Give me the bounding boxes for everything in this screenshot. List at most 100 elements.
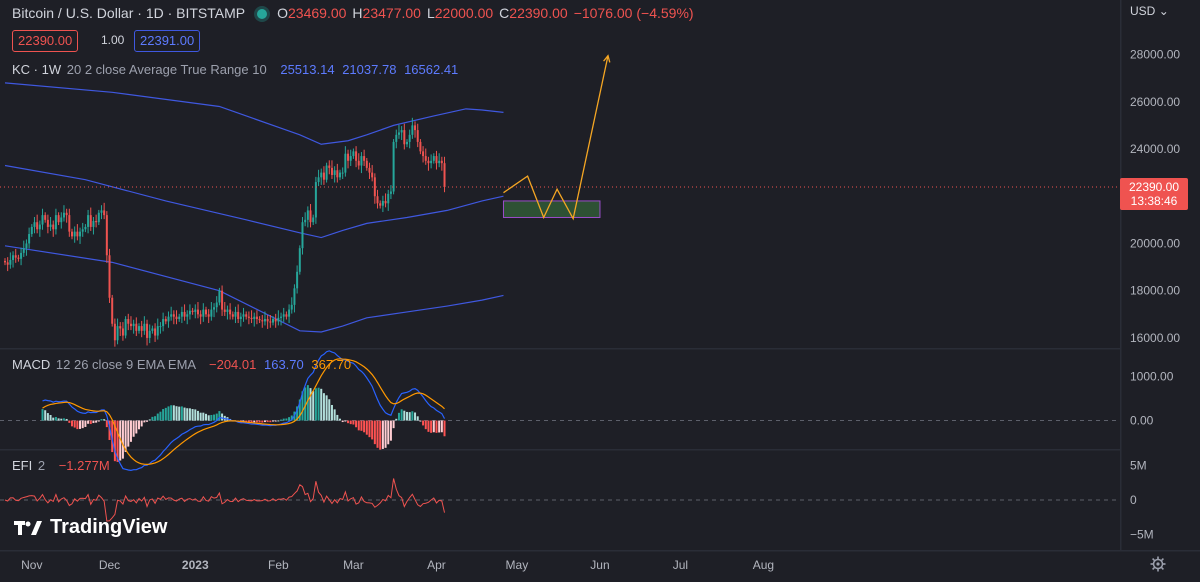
efi-legend[interactable]: EFI 2 −1.277M <box>12 458 110 473</box>
candle-body <box>97 212 100 223</box>
candle-body <box>143 323 146 331</box>
candle-body <box>22 248 25 253</box>
candle-body <box>438 160 441 164</box>
macd-histogram-bar <box>427 420 430 432</box>
candle-body <box>274 319 277 322</box>
candle-body <box>127 319 130 324</box>
efi-value: −1.277M <box>58 458 110 473</box>
kc-params: 20 2 close Average True Range 10 <box>66 62 267 77</box>
macd-hist-value: −204.01 <box>209 357 257 372</box>
price-tick-label: 20000.00 <box>1130 236 1180 250</box>
macd-histogram-bar <box>357 420 360 431</box>
macd-label: MACD <box>12 357 51 372</box>
macd-histogram-bar <box>183 407 186 421</box>
price-tick-label: 24000.00 <box>1130 142 1180 156</box>
macd-histogram-bar <box>167 406 170 421</box>
macd-histogram-bar <box>76 420 79 430</box>
candle-body <box>116 326 119 341</box>
macd-histogram-bar <box>443 420 446 437</box>
candle-body <box>298 248 301 272</box>
candle-body <box>419 141 422 152</box>
buy-button[interactable]: 22391.00 <box>134 30 201 52</box>
candle-body <box>194 309 197 312</box>
price-tick-label: 16000.00 <box>1130 331 1180 345</box>
macd-histogram-bar <box>371 420 374 440</box>
macd-histogram-bar <box>365 420 368 435</box>
macd-histogram-bar <box>419 420 422 422</box>
candle-body <box>379 203 382 206</box>
macd-histogram-bar <box>341 420 344 423</box>
candle-body <box>57 215 60 223</box>
macd-histogram-bar <box>430 420 433 433</box>
candle-body <box>258 319 261 321</box>
candle-body <box>272 319 274 323</box>
macd-histogram-bar <box>73 420 76 428</box>
candle-body <box>223 309 226 312</box>
candle-body <box>317 177 320 183</box>
candle-body <box>12 255 15 260</box>
currency-selector[interactable]: USD ⌄ <box>1130 4 1169 18</box>
time-tick-label: Jun <box>590 558 609 572</box>
time-tick-label: Dec <box>99 558 120 572</box>
projection-arrowhead-icon <box>603 54 611 63</box>
macd-histogram-bar <box>113 420 116 462</box>
candle-body <box>196 309 199 315</box>
projection-path[interactable] <box>503 55 609 221</box>
candle-body <box>400 130 403 133</box>
candle-body <box>239 316 242 320</box>
macd-histogram-bar <box>111 420 114 453</box>
candle-body <box>4 260 6 263</box>
macd-histogram-bar <box>175 406 178 421</box>
support-zone-box[interactable] <box>502 200 601 218</box>
open-value: 23469.00 <box>288 5 347 21</box>
low-label: L <box>426 5 435 21</box>
macd-histogram-bar <box>432 420 435 433</box>
candle-body <box>339 172 341 178</box>
candle-body <box>135 323 138 331</box>
macd-histogram-bar <box>312 391 315 421</box>
candle-body <box>148 330 151 338</box>
macd-histogram-bar <box>352 420 355 425</box>
candle-body <box>205 309 207 315</box>
efi-params: 2 <box>37 458 46 473</box>
candle-body <box>41 215 44 225</box>
close-value: 22390.00 <box>509 5 568 21</box>
candle-body <box>162 319 165 327</box>
macd-histogram-bar <box>156 413 159 421</box>
candle-body <box>46 219 49 227</box>
macd-histogram-bar <box>132 420 135 437</box>
symbol-title[interactable]: Bitcoin / U.S. Dollar · 1D · BITSTAMP <box>12 5 246 21</box>
macd-histogram-bar <box>301 391 304 421</box>
candle-body <box>328 165 331 168</box>
sell-button[interactable]: 22390.00 <box>12 30 79 52</box>
candle-body <box>76 231 79 237</box>
market-status-icon <box>257 9 268 20</box>
macd-histogram-bar <box>363 420 366 433</box>
candle-body <box>191 310 194 312</box>
candle-body <box>81 229 84 232</box>
candle-body <box>210 309 213 317</box>
macd-histogram-bar <box>403 410 406 421</box>
macd-histogram-bar <box>392 420 395 429</box>
macd-histogram-bar <box>79 420 82 429</box>
tradingview-logo[interactable]: TradingView <box>14 516 167 539</box>
candle-body <box>44 215 47 220</box>
macd-histogram-bar <box>360 420 363 431</box>
macd-histogram-bar <box>379 420 382 450</box>
macd-histogram-bar <box>376 420 379 448</box>
macd-histogram-bar <box>62 418 65 421</box>
kc-legend[interactable]: KC · 1W 20 2 close Average True Range 10… <box>12 62 458 77</box>
macd-histogram-bar <box>247 420 250 423</box>
candle-body <box>432 156 435 161</box>
macd-histogram-bar <box>250 420 253 423</box>
close-label: C <box>499 5 510 21</box>
settings-gear-icon[interactable] <box>1150 556 1166 572</box>
macd-histogram-bar <box>290 415 293 421</box>
macd-histogram-bar <box>261 420 264 423</box>
candle-body <box>288 309 291 317</box>
macd-legend[interactable]: MACD 12 26 close 9 EMA EMA −204.01 163.7… <box>12 357 351 372</box>
macd-histogram-bar <box>95 420 98 423</box>
macd-histogram-bar <box>422 420 425 426</box>
macd-histogram-bar <box>414 412 417 421</box>
